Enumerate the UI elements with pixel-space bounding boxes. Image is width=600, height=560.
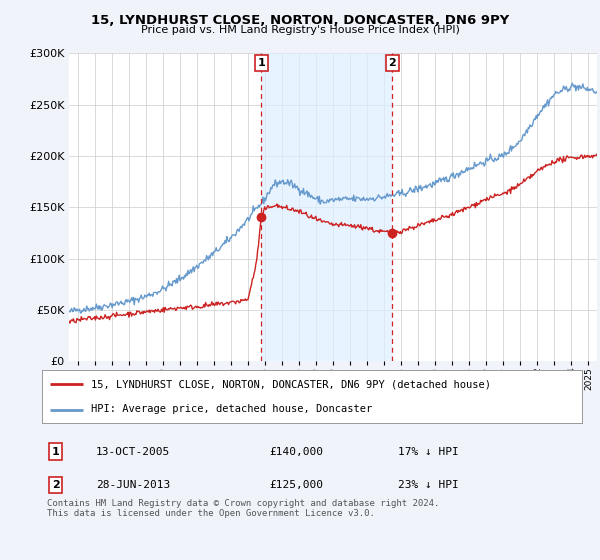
Text: 1: 1 <box>257 58 265 68</box>
Text: £140,000: £140,000 <box>269 446 323 456</box>
Bar <box>261 53 392 361</box>
Text: HPI: Average price, detached house, Doncaster: HPI: Average price, detached house, Donc… <box>91 404 372 414</box>
Text: 15, LYNDHURST CLOSE, NORTON, DONCASTER, DN6 9PY (detached house): 15, LYNDHURST CLOSE, NORTON, DONCASTER, … <box>91 380 491 390</box>
Text: 17% ↓ HPI: 17% ↓ HPI <box>398 446 459 456</box>
Text: Price paid vs. HM Land Registry's House Price Index (HPI): Price paid vs. HM Land Registry's House … <box>140 25 460 35</box>
Text: 28-JUN-2013: 28-JUN-2013 <box>96 480 170 490</box>
Text: £125,000: £125,000 <box>269 480 323 490</box>
Text: 15, LYNDHURST CLOSE, NORTON, DONCASTER, DN6 9PY: 15, LYNDHURST CLOSE, NORTON, DONCASTER, … <box>91 14 509 27</box>
Text: 2: 2 <box>389 58 397 68</box>
Text: 1: 1 <box>52 446 59 456</box>
Text: 23% ↓ HPI: 23% ↓ HPI <box>398 480 459 490</box>
Text: Contains HM Land Registry data © Crown copyright and database right 2024.
This d: Contains HM Land Registry data © Crown c… <box>47 498 440 518</box>
Text: 2: 2 <box>52 480 59 490</box>
Text: 13-OCT-2005: 13-OCT-2005 <box>96 446 170 456</box>
